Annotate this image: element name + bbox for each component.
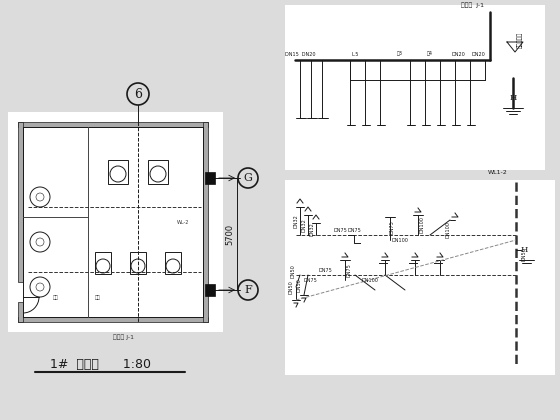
Text: DN75: DN75 <box>390 220 394 234</box>
Bar <box>18 122 208 127</box>
Bar <box>285 5 545 170</box>
Text: 地漏: 地漏 <box>53 294 59 299</box>
Text: DN32: DN32 <box>310 222 315 236</box>
Bar <box>130 252 146 274</box>
Text: DN50: DN50 <box>291 264 296 278</box>
Text: DN50: DN50 <box>288 280 293 294</box>
Text: H: H <box>509 94 517 102</box>
Text: DN100: DN100 <box>419 217 424 234</box>
Text: 给平面图纸: 给平面图纸 <box>517 32 523 48</box>
Text: 排污管 J-1: 排污管 J-1 <box>113 334 133 340</box>
Text: 地漏: 地漏 <box>95 294 101 299</box>
Text: DN100: DN100 <box>362 278 379 283</box>
Text: DN32: DN32 <box>293 214 298 228</box>
Text: DN20: DN20 <box>471 52 485 57</box>
Bar <box>148 160 168 184</box>
Text: DN50: DN50 <box>521 247 526 261</box>
Text: 1#  卫生间      1:80: 1# 卫生间 1:80 <box>49 359 151 372</box>
Bar <box>165 252 181 274</box>
Text: DN50: DN50 <box>296 278 301 292</box>
Text: DN75: DN75 <box>347 228 361 233</box>
Bar <box>285 180 555 375</box>
Bar <box>205 284 215 296</box>
Bar <box>8 112 223 332</box>
Text: DN75: DN75 <box>303 278 317 283</box>
Text: F: F <box>244 285 252 295</box>
Text: G: G <box>244 173 253 183</box>
Text: 联3: 联3 <box>397 52 403 57</box>
Text: 冷水管  J-1: 冷水管 J-1 <box>460 2 483 8</box>
Text: DN75: DN75 <box>318 268 332 273</box>
Text: DN20: DN20 <box>451 52 465 57</box>
Text: WL-2: WL-2 <box>177 220 189 225</box>
Text: 5700: 5700 <box>226 223 235 244</box>
Bar <box>108 160 128 184</box>
Text: DN32: DN32 <box>301 218 306 232</box>
Bar <box>18 317 208 322</box>
Text: 联4: 联4 <box>427 52 433 57</box>
Text: DN100: DN100 <box>391 237 408 242</box>
Bar <box>205 172 215 184</box>
Bar <box>203 122 208 322</box>
Text: 6: 6 <box>134 87 142 100</box>
Text: DN75: DN75 <box>347 263 352 277</box>
Text: DN15  DN20: DN15 DN20 <box>284 52 315 57</box>
Text: DN75: DN75 <box>333 228 347 233</box>
Text: L.5: L.5 <box>351 52 359 57</box>
Text: WL1-2: WL1-2 <box>488 170 508 174</box>
Text: H: H <box>520 246 528 254</box>
Bar <box>18 122 23 282</box>
Bar <box>18 302 23 322</box>
Bar <box>95 252 111 274</box>
Text: DN100: DN100 <box>446 222 450 239</box>
